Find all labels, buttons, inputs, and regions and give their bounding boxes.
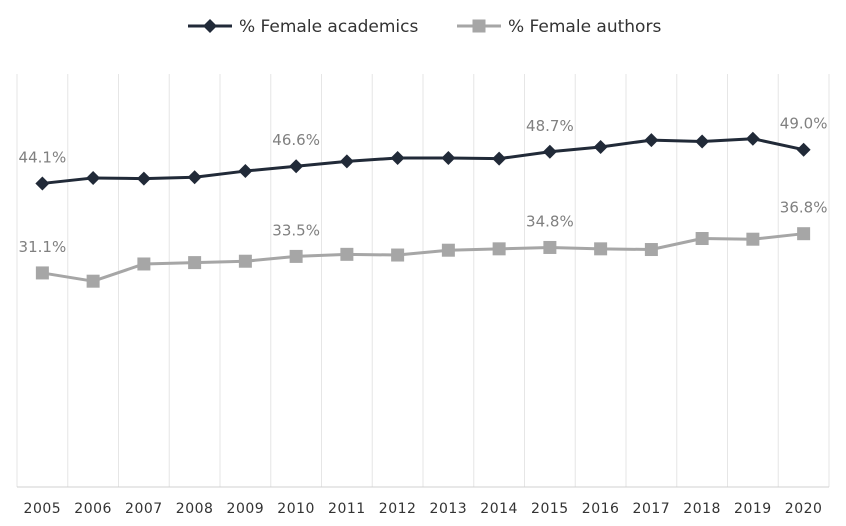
point-0-5: [289, 159, 304, 174]
x-tick-label-2012: 2012: [379, 501, 417, 517]
x-tick-label-2014: 2014: [480, 501, 518, 517]
x-tick-label-2010: 2010: [277, 501, 315, 517]
point-0-1: [86, 170, 101, 185]
x-tick-label-2006: 2006: [74, 501, 112, 517]
point-0-8: [441, 150, 456, 165]
data-labels: 44.1% 46.6% 48.7% 49.0% 31.1% 33.5% 34.8% 36.8%: [19, 115, 828, 256]
x-tick-label-2015: 2015: [531, 501, 569, 517]
data-label-1-10: 34.8%: [526, 212, 574, 230]
data-label-1-0: 31.1%: [19, 238, 67, 256]
point-0-12: [644, 133, 659, 148]
point-1-9: [492, 242, 506, 256]
point-1-5: [289, 249, 303, 263]
point-0-10: [542, 144, 557, 159]
point-0-0: [35, 176, 50, 191]
x-tick-label-2007: 2007: [125, 501, 163, 517]
point-1-6: [340, 247, 354, 261]
point-0-2: [136, 171, 151, 186]
legend-label-1: % Female authors: [508, 17, 661, 37]
x-tick-label-2016: 2016: [582, 501, 620, 517]
series-line-1: [42, 232, 804, 283]
point-1-15: [797, 227, 811, 241]
point-0-3: [187, 170, 202, 185]
series-1: [35, 227, 811, 288]
data-label-0-10: 48.7%: [526, 117, 574, 135]
x-tick-label-2020: 2020: [785, 501, 823, 517]
data-label-0-5: 46.6%: [272, 131, 320, 149]
x-tick-label-2011: 2011: [328, 501, 366, 517]
point-0-7: [390, 150, 405, 165]
point-0-9: [492, 151, 507, 166]
series-line-0: [42, 137, 804, 185]
data-label-1-15: 36.8%: [780, 199, 828, 217]
point-1-12: [644, 243, 658, 257]
point-0-4: [238, 164, 253, 179]
x-tick-label-2018: 2018: [683, 501, 721, 517]
legend-item-1: % Female authors: [457, 17, 661, 37]
point-1-8: [441, 243, 455, 257]
legend-marker-1: [472, 19, 486, 33]
x-tick-label-2019: 2019: [734, 501, 772, 517]
point-1-3: [188, 256, 202, 270]
legend-marker-0: [203, 19, 217, 33]
legend-item-0: % Female academics: [188, 17, 418, 37]
series-0: [35, 131, 811, 191]
x-tick-label-2009: 2009: [227, 501, 265, 517]
point-1-14: [746, 232, 760, 246]
gridlines: [16, 74, 830, 487]
point-1-10: [543, 240, 557, 254]
point-1-7: [391, 248, 405, 262]
point-1-0: [35, 266, 49, 280]
point-1-2: [137, 257, 151, 271]
point-0-13: [695, 134, 710, 149]
legend: % Female academics % Female authors: [188, 17, 661, 37]
x-tick-label-2008: 2008: [176, 501, 214, 517]
point-0-14: [745, 131, 760, 146]
series-layer: [35, 131, 811, 288]
point-0-11: [593, 139, 608, 154]
point-1-4: [238, 254, 252, 268]
data-label-1-5: 33.5%: [272, 221, 320, 239]
point-1-13: [695, 232, 709, 246]
data-label-0-0: 44.1%: [19, 148, 67, 166]
point-0-15: [796, 142, 811, 157]
point-0-6: [339, 154, 354, 169]
legend-label-0: % Female academics: [239, 17, 418, 37]
x-axis: 2005 2006 2007 2008 2009 2010 2011 2012 2013 2014…: [17, 486, 829, 517]
x-tick-label-2005: 2005: [24, 501, 62, 517]
point-1-11: [594, 242, 608, 256]
data-label-0-15: 49.0%: [780, 115, 828, 133]
x-tick-label-2013: 2013: [430, 501, 468, 517]
point-1-1: [86, 274, 100, 288]
x-tick-label-2017: 2017: [633, 501, 671, 517]
